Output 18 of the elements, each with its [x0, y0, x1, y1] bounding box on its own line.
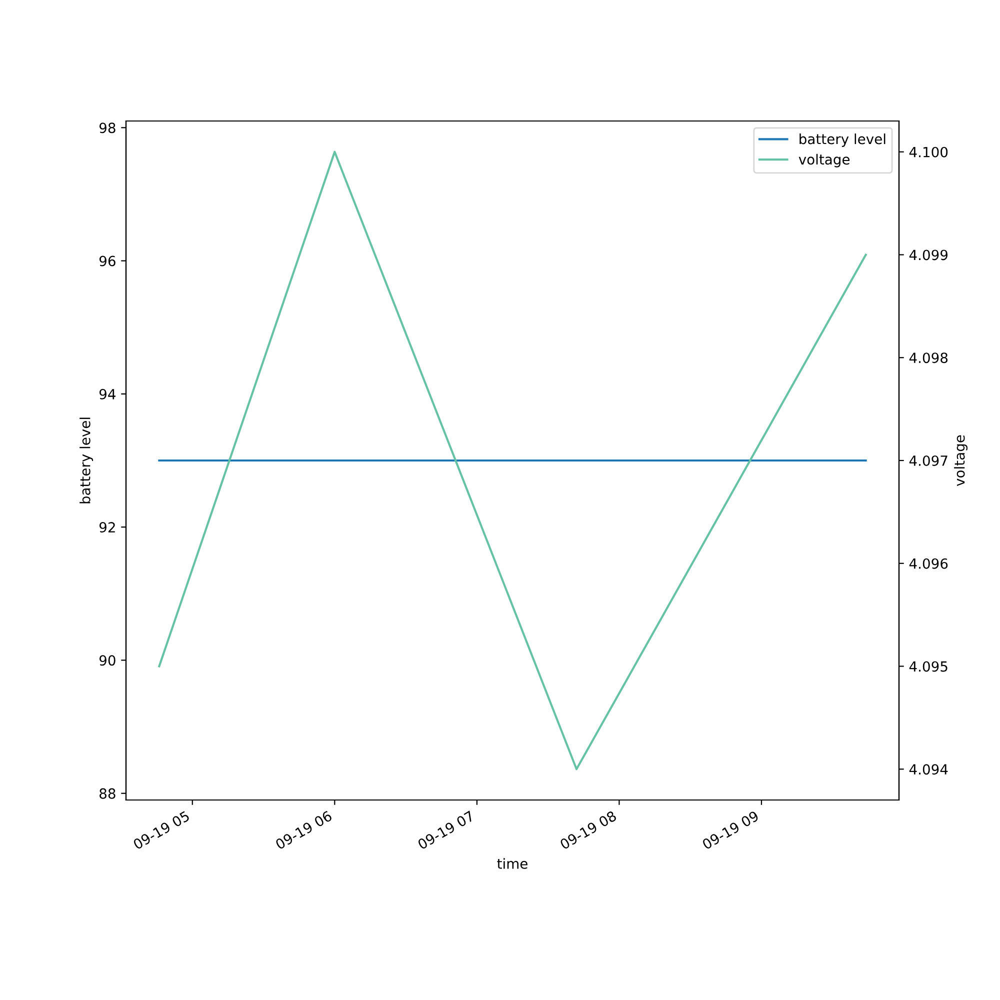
y-tick-label: 94 — [99, 388, 116, 400]
y2-tick-label: 4.100 — [909, 146, 948, 158]
y-axis-title: battery level — [80, 418, 94, 504]
y-tick-label: 96 — [99, 256, 116, 266]
y2-tick-label: 4.099 — [909, 250, 948, 260]
y2-axis-title: voltage — [954, 435, 968, 486]
legend-label: voltage — [798, 154, 850, 168]
y2-tick-label: 4.094 — [909, 764, 948, 775]
y2-tick-label: 4.098 — [909, 352, 948, 364]
y-tick-label: 88 — [100, 788, 116, 799]
y-tick-label: 90 — [99, 655, 116, 666]
y2-tick-label: 4.096 — [909, 558, 948, 569]
legend-label: battery level — [800, 134, 886, 147]
x-axis-title: time — [497, 858, 528, 869]
y2-tick-label: 4.097 — [909, 455, 948, 466]
y2-tick-label: 4.095 — [909, 661, 948, 672]
y-tick-label: 92 — [99, 522, 115, 533]
y-tick-label: 98 — [99, 122, 116, 134]
